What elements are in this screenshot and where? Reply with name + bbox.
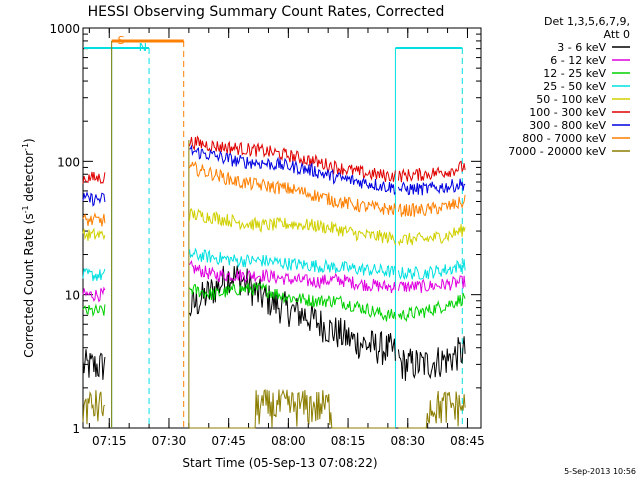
x-tick-label: 08:30 [390, 434, 425, 448]
series-line [82, 247, 466, 282]
x-tick-label: 08:00 [271, 434, 306, 448]
legend-label: 300 - 800 keV [529, 119, 606, 132]
x-tick-label: 08:15 [331, 434, 366, 448]
y-tick-label: 1 [72, 422, 80, 436]
x-tick-label: 08:45 [450, 434, 485, 448]
series-line [82, 160, 466, 227]
y-tick-label: 100 [57, 155, 80, 169]
series-7000-20000-kev [82, 388, 466, 429]
series-800-7000-kev [82, 160, 466, 227]
plot-frame [82, 27, 482, 429]
series-line [82, 282, 466, 322]
plot-area: 1 10 100 1000 07:15 07:30 07:45 08:00 08:15 08:30… [49, 22, 484, 448]
y-tick-label: 10 [65, 289, 80, 303]
series-25-50-kev [82, 247, 466, 282]
legend-label: 6 - 12 keV [550, 54, 606, 67]
chart-title: HESSI Observing Summary Count Rates, Cor… [88, 4, 445, 20]
legend-label: 50 - 100 keV [536, 93, 606, 106]
y-tick-label: 1000 [49, 22, 80, 36]
legend-label: 800 - 7000 keV [522, 132, 606, 145]
series-300-800-kev [82, 144, 466, 207]
legend-label: 3 - 6 keV [557, 41, 606, 54]
legend-label: 7000 - 20000 keV [508, 145, 606, 158]
y-axis-label: Corrected Count Rate (s-1 detector-1) [21, 138, 36, 357]
x-tick-label: 07:45 [211, 434, 246, 448]
x-tick-label: 07:30 [152, 434, 187, 448]
series-6-12-kev [82, 259, 466, 303]
legend-label: 25 - 50 keV [543, 80, 606, 93]
legend-label: 100 - 300 keV [529, 106, 606, 119]
series-line [82, 135, 466, 185]
x-axis-label: Start Time (05-Sep-13 07:08:22) [182, 456, 377, 470]
footer-timestamp: 5-Sep-2013 10:56 [564, 467, 636, 476]
series-line [82, 144, 466, 207]
series-100-300-kev [82, 135, 466, 185]
x-tick-label: 07:15 [92, 434, 127, 448]
series-line [82, 208, 466, 247]
saa-flag-label: S [118, 34, 125, 47]
series-50-100-kev [82, 208, 466, 247]
legend-label: 12 - 25 keV [543, 67, 606, 80]
night-flag-label: N [139, 41, 147, 54]
series-line [82, 259, 466, 303]
legend-header-line2: Att 0 [604, 28, 630, 41]
legend-header-line1: Det 1,3,5,6,7,9, [544, 15, 630, 28]
series-12-25-kev [82, 282, 466, 322]
series-line [82, 388, 466, 429]
